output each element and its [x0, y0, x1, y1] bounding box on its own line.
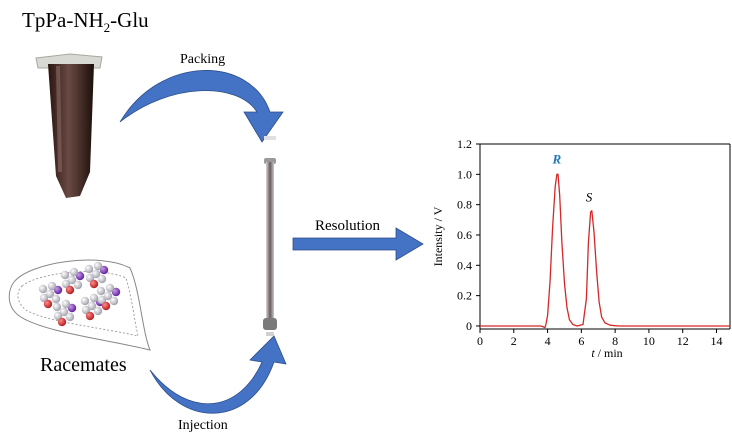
molecule-atom [101, 301, 111, 311]
racemate-drop [8, 259, 151, 351]
molecule-models [38, 261, 121, 327]
injection-label: Injection [178, 418, 228, 433]
molecule-atom [99, 265, 109, 275]
x-axis-label: t / min [591, 346, 622, 360]
molecule-atom [89, 293, 99, 303]
molecule-atom [39, 293, 49, 303]
molecule-atom [61, 299, 71, 309]
y-axis-label: Intensity / V [431, 206, 445, 266]
material-title: TpPa-NH2-Glu [22, 8, 149, 36]
molecule-atom [60, 270, 70, 280]
peak-label-s: S [586, 190, 593, 205]
x-tick-label: 14 [710, 334, 722, 348]
x-tick-label: 12 [677, 334, 689, 348]
molecule-atom [43, 299, 53, 309]
molecule-atom [96, 286, 106, 296]
molecule-atom [87, 301, 97, 311]
y-tick-label: 0.4 [457, 258, 472, 272]
molecule-atom [91, 269, 101, 279]
molecule-atom [93, 306, 103, 316]
molecule-atom [80, 296, 90, 306]
molecule-atom [97, 295, 107, 305]
x-tick-label: 10 [643, 334, 655, 348]
racemates-label: Racemates [40, 354, 127, 376]
packing-label: Packing [180, 52, 226, 67]
molecule-atom [65, 312, 75, 322]
molecule-atom [103, 291, 113, 301]
y-tick-label: 0.6 [457, 228, 472, 242]
molecule-atom [45, 289, 55, 299]
molecule-atom [85, 273, 95, 283]
molecule-atom [109, 296, 119, 306]
x-tick-label: 8 [612, 334, 618, 348]
molecule-atom [81, 305, 91, 315]
molecule-atom [47, 281, 57, 291]
molecule-atom [69, 267, 79, 277]
y-tick-label: 0 [466, 319, 472, 333]
molecule-atom [75, 271, 85, 281]
sample-tube-image [35, 53, 103, 198]
molecule-atom [52, 302, 62, 312]
molecule-atom [73, 280, 83, 290]
molecule-atom [61, 279, 71, 289]
molecule-atom [67, 275, 77, 285]
resolution-label: Resolution [315, 218, 381, 234]
chromatogram-trace [480, 173, 730, 329]
molecule-atom [67, 303, 77, 313]
molecule-atom [93, 261, 103, 271]
x-tick-label: 0 [477, 334, 483, 348]
molecule-atom [53, 311, 63, 321]
molecule-atom [59, 307, 69, 317]
molecule-atom [84, 264, 94, 274]
y-tick-label: 1.0 [457, 167, 472, 181]
molecule-atom [51, 294, 61, 304]
molecule-atom [111, 287, 121, 297]
molecule-atom [38, 284, 48, 294]
y-tick-label: 1.2 [457, 137, 472, 151]
molecule-atom [105, 283, 115, 293]
hplc-column-image [263, 136, 277, 336]
injection-arrow [149, 335, 287, 414]
molecule-atom [97, 274, 107, 284]
x-tick-label: 2 [511, 334, 517, 348]
x-tick-label: 6 [578, 334, 584, 348]
molecule-atom [85, 311, 95, 321]
chromatogram-chart: 0 2 4 6 8 10 12 14 0 0.2 0.4 0.6 0.8 1.0 1.2 t / min Int… [431, 137, 731, 360]
molecule-atom [65, 285, 75, 295]
resolution-arrow [292, 227, 424, 261]
molecule-atom [57, 317, 67, 327]
molecule-atom [89, 279, 99, 289]
packing-arrow [119, 70, 284, 143]
molecule-atom [53, 285, 63, 295]
y-tick-label: 0.2 [457, 289, 472, 303]
x-tick-label: 4 [545, 334, 551, 348]
y-tick-label: 0.8 [457, 198, 472, 212]
peak-label-r: R [552, 152, 562, 167]
